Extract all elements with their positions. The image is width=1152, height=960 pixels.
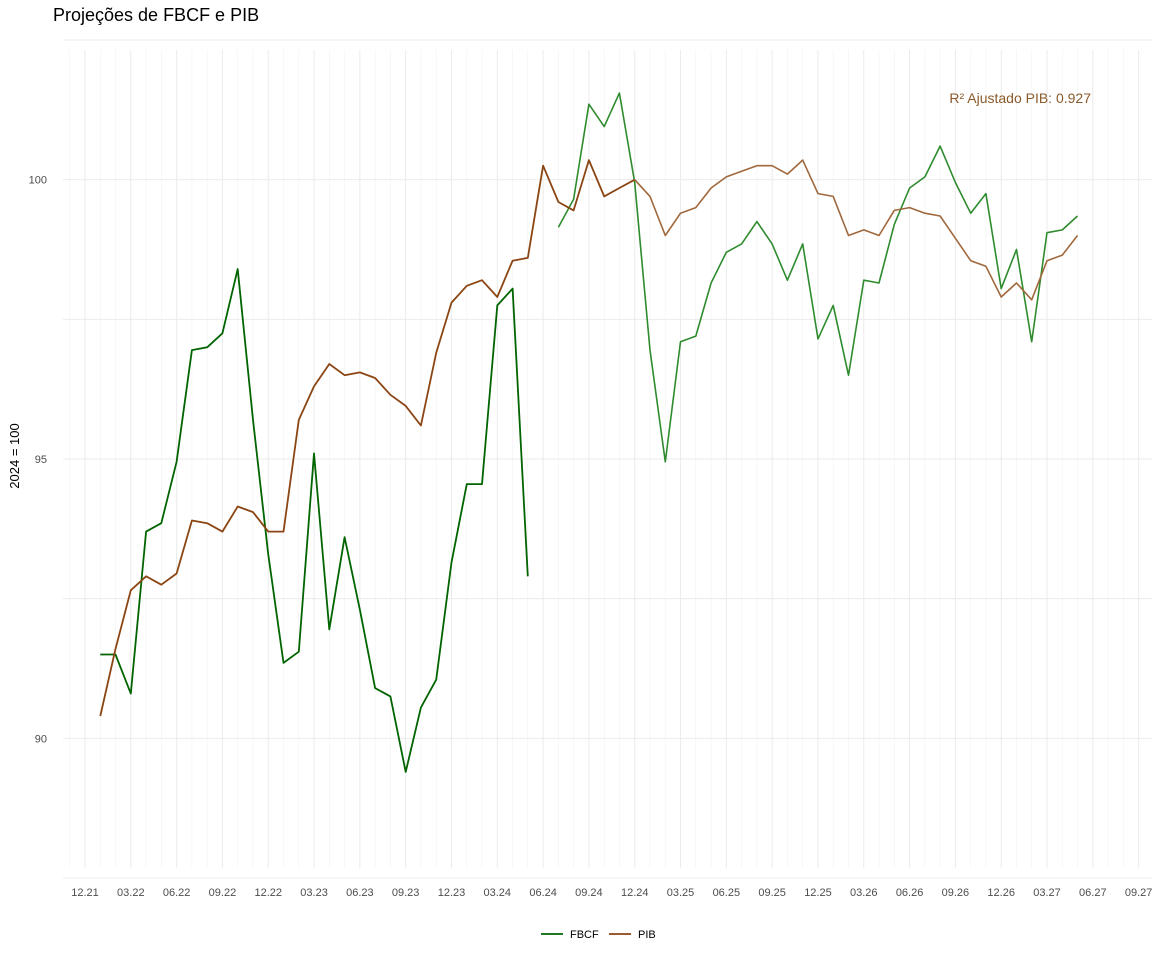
x-tick-label: 12.21 <box>71 887 99 899</box>
x-tick-label: 09.23 <box>392 887 420 899</box>
x-tick-label: 03.22 <box>117 887 145 899</box>
legend-label-pib: PIB <box>638 929 656 941</box>
x-tick-label: 03.23 <box>300 887 328 899</box>
y-tick-label: 95 <box>35 454 47 466</box>
r2-annotation: R² Ajustado PIB: 0.927 <box>949 90 1091 106</box>
x-tick-label: 06.26 <box>896 887 924 899</box>
y-axis-label: 2024 = 100 <box>7 423 22 488</box>
x-tick-label: 09.26 <box>942 887 970 899</box>
legend: FBCF PIB <box>541 929 656 941</box>
x-tick-label: 06.24 <box>529 887 557 899</box>
x-tick-label: 06.22 <box>163 887 191 899</box>
x-tick-label: 12.23 <box>438 887 466 899</box>
x-tick-label: 12.24 <box>621 887 649 899</box>
y-tick-label: 90 <box>35 733 47 745</box>
x-tick-label: 03.26 <box>850 887 878 899</box>
x-tick-label: 03.24 <box>484 887 512 899</box>
legend-label-fbcf: FBCF <box>570 929 599 941</box>
series-line-pib <box>99 159 636 717</box>
y-tick-label: 100 <box>29 175 47 187</box>
series-lines <box>99 92 1079 773</box>
series-line-pib-proje-o <box>634 159 1079 301</box>
y-axis-ticks: 90 95 100 <box>29 175 47 746</box>
x-tick-label: 03.25 <box>667 887 695 899</box>
x-tick-label: 09.22 <box>209 887 237 899</box>
x-tick-label: 09.27 <box>1125 887 1152 899</box>
series-line-fbcf-proje-o <box>557 92 1079 463</box>
x-axis-ticks: 12.21 03.22 06.22 09.22 12.22 03.23 06.23 09.23… <box>71 887 1152 899</box>
x-tick-label: 06.23 <box>346 887 374 899</box>
x-tick-label: 06.27 <box>1079 887 1107 899</box>
grid <box>63 39 1152 879</box>
chart-title: Projeções de FBCF e PIB <box>53 5 259 25</box>
x-tick-label: 12.22 <box>254 887 282 899</box>
x-tick-label: 09.25 <box>758 887 786 899</box>
x-tick-label: 12.25 <box>804 887 832 899</box>
series-line-fbcf <box>100 268 529 773</box>
x-tick-label: 12.26 <box>987 887 1015 899</box>
x-tick-label: 06.25 <box>713 887 741 899</box>
x-tick-label: 09.24 <box>575 887 603 899</box>
x-tick-label: 03.27 <box>1033 887 1061 899</box>
